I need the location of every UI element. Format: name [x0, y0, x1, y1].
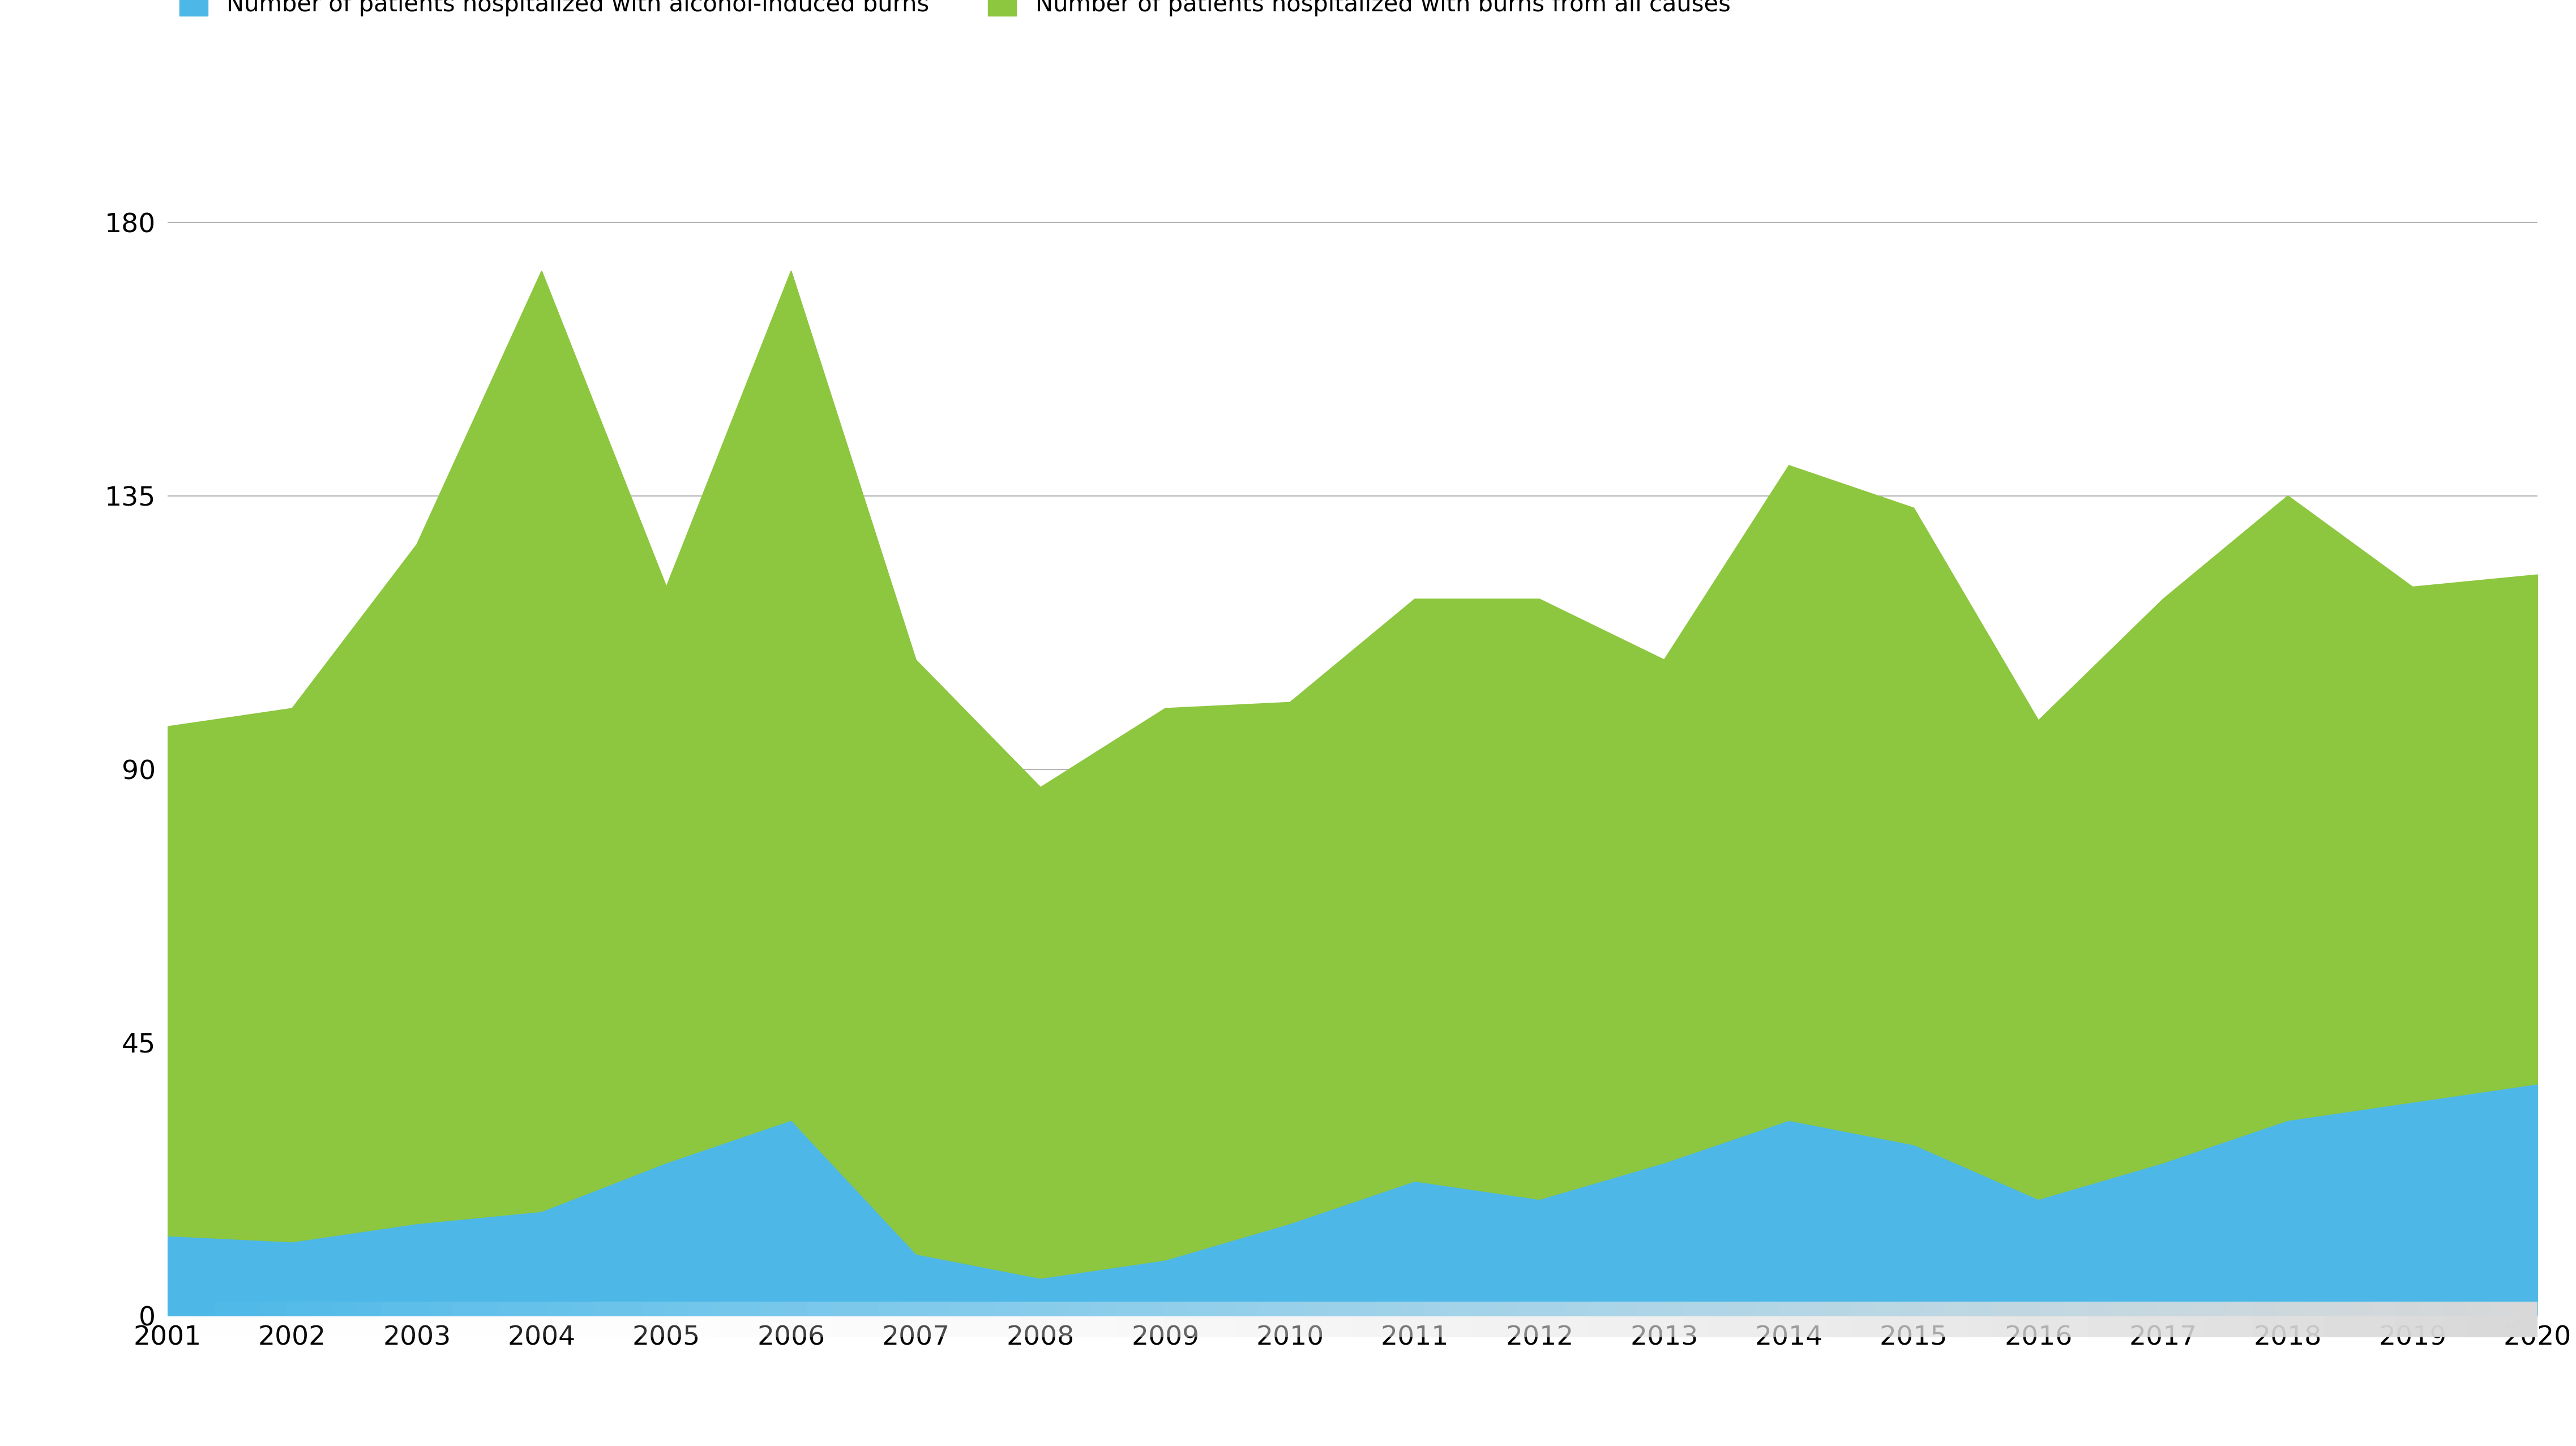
Legend: Number of patients hospitalized with alcohol-induced burns, Number of patients h: Number of patients hospitalized with alc…: [180, 0, 1731, 17]
